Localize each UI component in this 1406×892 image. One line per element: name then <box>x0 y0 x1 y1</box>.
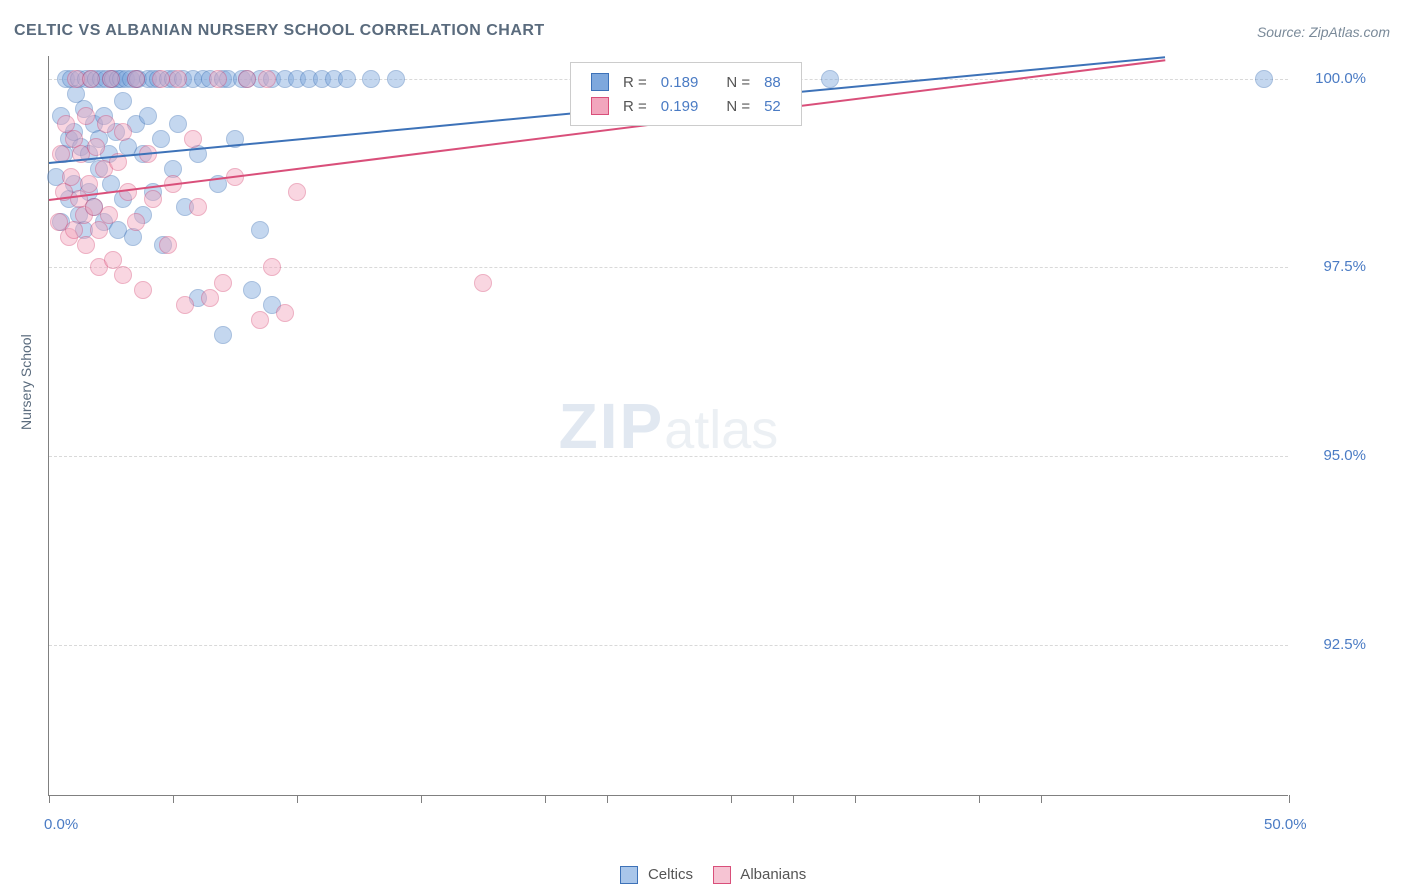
data-point <box>144 190 162 208</box>
data-point <box>362 70 380 88</box>
data-point <box>97 115 115 133</box>
data-point <box>114 92 132 110</box>
plot-area: ZIPatlas <box>48 56 1288 796</box>
stats-r-label: R = <box>617 71 653 93</box>
x-tick <box>1041 795 1042 803</box>
bottom-legend: Celtics Albanians <box>0 866 1406 884</box>
stats-r-value: 0.189 <box>655 71 705 93</box>
x-tick <box>979 795 980 803</box>
data-point <box>100 206 118 224</box>
data-point <box>263 258 281 276</box>
x-tick <box>173 795 174 803</box>
stats-n-label: N = <box>720 71 756 93</box>
x-tick <box>855 795 856 803</box>
stats-n-value: 52 <box>758 95 787 117</box>
data-point <box>159 236 177 254</box>
stats-row: R =0.189 N =88 <box>585 71 787 93</box>
data-point <box>134 281 152 299</box>
stats-n-value: 88 <box>758 71 787 93</box>
data-point <box>80 175 98 193</box>
watermark-part1: ZIP <box>559 390 665 462</box>
data-point <box>176 296 194 314</box>
data-point <box>387 70 405 88</box>
x-tick <box>49 795 50 803</box>
y-axis-title: Nursery School <box>18 334 34 430</box>
data-point <box>90 221 108 239</box>
legend-label: Albanians <box>737 866 806 883</box>
data-point <box>214 274 232 292</box>
data-point <box>114 266 132 284</box>
stats-legend: R =0.189 N =88 R =0.199 N =52 <box>570 62 802 126</box>
stats-row: R =0.199 N =52 <box>585 95 787 117</box>
data-point <box>82 70 100 88</box>
data-point <box>243 281 261 299</box>
data-point <box>127 70 145 88</box>
data-point <box>127 213 145 231</box>
data-point <box>65 221 83 239</box>
gridline-h <box>49 645 1288 646</box>
data-point <box>251 311 269 329</box>
data-point <box>338 70 356 88</box>
data-point <box>119 183 137 201</box>
x-tick-label: 0.0% <box>44 816 78 833</box>
y-tick-label: 95.0% <box>1296 447 1366 464</box>
legend-swatch <box>713 866 731 884</box>
data-point <box>169 115 187 133</box>
data-point <box>209 70 227 88</box>
data-point <box>214 326 232 344</box>
gridline-h <box>49 267 1288 268</box>
x-tick <box>731 795 732 803</box>
data-point <box>77 107 95 125</box>
data-point <box>77 236 95 254</box>
data-point <box>1255 70 1273 88</box>
data-point <box>114 123 132 141</box>
data-point <box>169 70 187 88</box>
x-tick-label: 50.0% <box>1264 816 1307 833</box>
data-point <box>87 138 105 156</box>
x-tick <box>545 795 546 803</box>
data-point <box>288 183 306 201</box>
legend-swatch <box>591 97 609 115</box>
data-point <box>276 304 294 322</box>
x-tick <box>793 795 794 803</box>
watermark: ZIPatlas <box>559 389 779 463</box>
data-point <box>184 130 202 148</box>
y-tick-label: 92.5% <box>1296 636 1366 653</box>
chart-title: CELTIC VS ALBANIAN NURSERY SCHOOL CORREL… <box>14 22 545 40</box>
stats-r-value: 0.199 <box>655 95 705 117</box>
legend-swatch <box>591 73 609 91</box>
legend-swatch <box>620 866 638 884</box>
data-point <box>139 107 157 125</box>
watermark-part2: atlas <box>664 400 778 460</box>
stats-n-label: N = <box>720 95 756 117</box>
data-point <box>102 70 120 88</box>
y-tick-label: 100.0% <box>1296 70 1366 87</box>
data-point <box>201 289 219 307</box>
data-point <box>189 198 207 216</box>
y-tick-label: 97.5% <box>1296 258 1366 275</box>
x-tick <box>607 795 608 803</box>
gridline-h <box>49 456 1288 457</box>
data-point <box>152 130 170 148</box>
x-tick <box>421 795 422 803</box>
data-point <box>474 274 492 292</box>
x-tick <box>297 795 298 803</box>
legend-label: Celtics <box>644 866 693 883</box>
data-point <box>258 70 276 88</box>
data-point <box>821 70 839 88</box>
data-point <box>62 168 80 186</box>
stats-r-label: R = <box>617 95 653 117</box>
data-point <box>152 70 170 88</box>
data-point <box>251 221 269 239</box>
data-point <box>238 70 256 88</box>
x-tick <box>1289 795 1290 803</box>
source-label: Source: ZipAtlas.com <box>1257 24 1390 40</box>
